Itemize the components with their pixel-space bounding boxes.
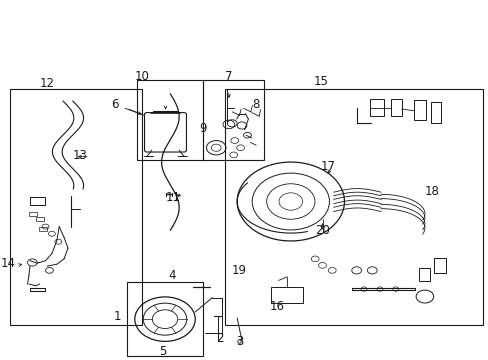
Text: 4: 4	[168, 269, 176, 282]
Text: 11: 11	[166, 192, 181, 204]
Bar	[10, 89, 142, 325]
Bar	[369, 99, 383, 116]
Text: 2: 2	[216, 332, 224, 345]
Bar	[127, 282, 203, 356]
Text: 14: 14	[0, 257, 15, 270]
Bar	[30, 197, 44, 205]
Text: 5: 5	[159, 345, 166, 358]
Text: 10: 10	[134, 69, 149, 82]
Bar	[39, 226, 46, 231]
Bar	[418, 267, 429, 281]
Bar	[36, 217, 43, 221]
Text: 17: 17	[320, 160, 335, 173]
Bar	[137, 80, 203, 160]
Bar	[433, 258, 445, 273]
Bar	[271, 287, 303, 303]
Bar	[203, 80, 264, 160]
Bar	[430, 102, 440, 123]
Bar	[390, 99, 401, 116]
Text: 16: 16	[269, 300, 285, 313]
Text: 20: 20	[314, 224, 329, 238]
Text: 15: 15	[313, 75, 328, 88]
Bar	[413, 100, 426, 120]
Text: 9: 9	[199, 122, 206, 135]
Text: 3: 3	[235, 335, 243, 348]
Text: 7: 7	[224, 69, 232, 82]
Bar	[29, 212, 37, 216]
Text: 8: 8	[251, 98, 259, 111]
Text: 19: 19	[232, 264, 246, 277]
Text: 6: 6	[111, 98, 119, 111]
Text: 1: 1	[114, 310, 122, 324]
Text: 18: 18	[424, 185, 439, 198]
Bar	[224, 89, 483, 325]
Text: 12: 12	[40, 77, 54, 90]
Text: 13: 13	[72, 149, 87, 162]
